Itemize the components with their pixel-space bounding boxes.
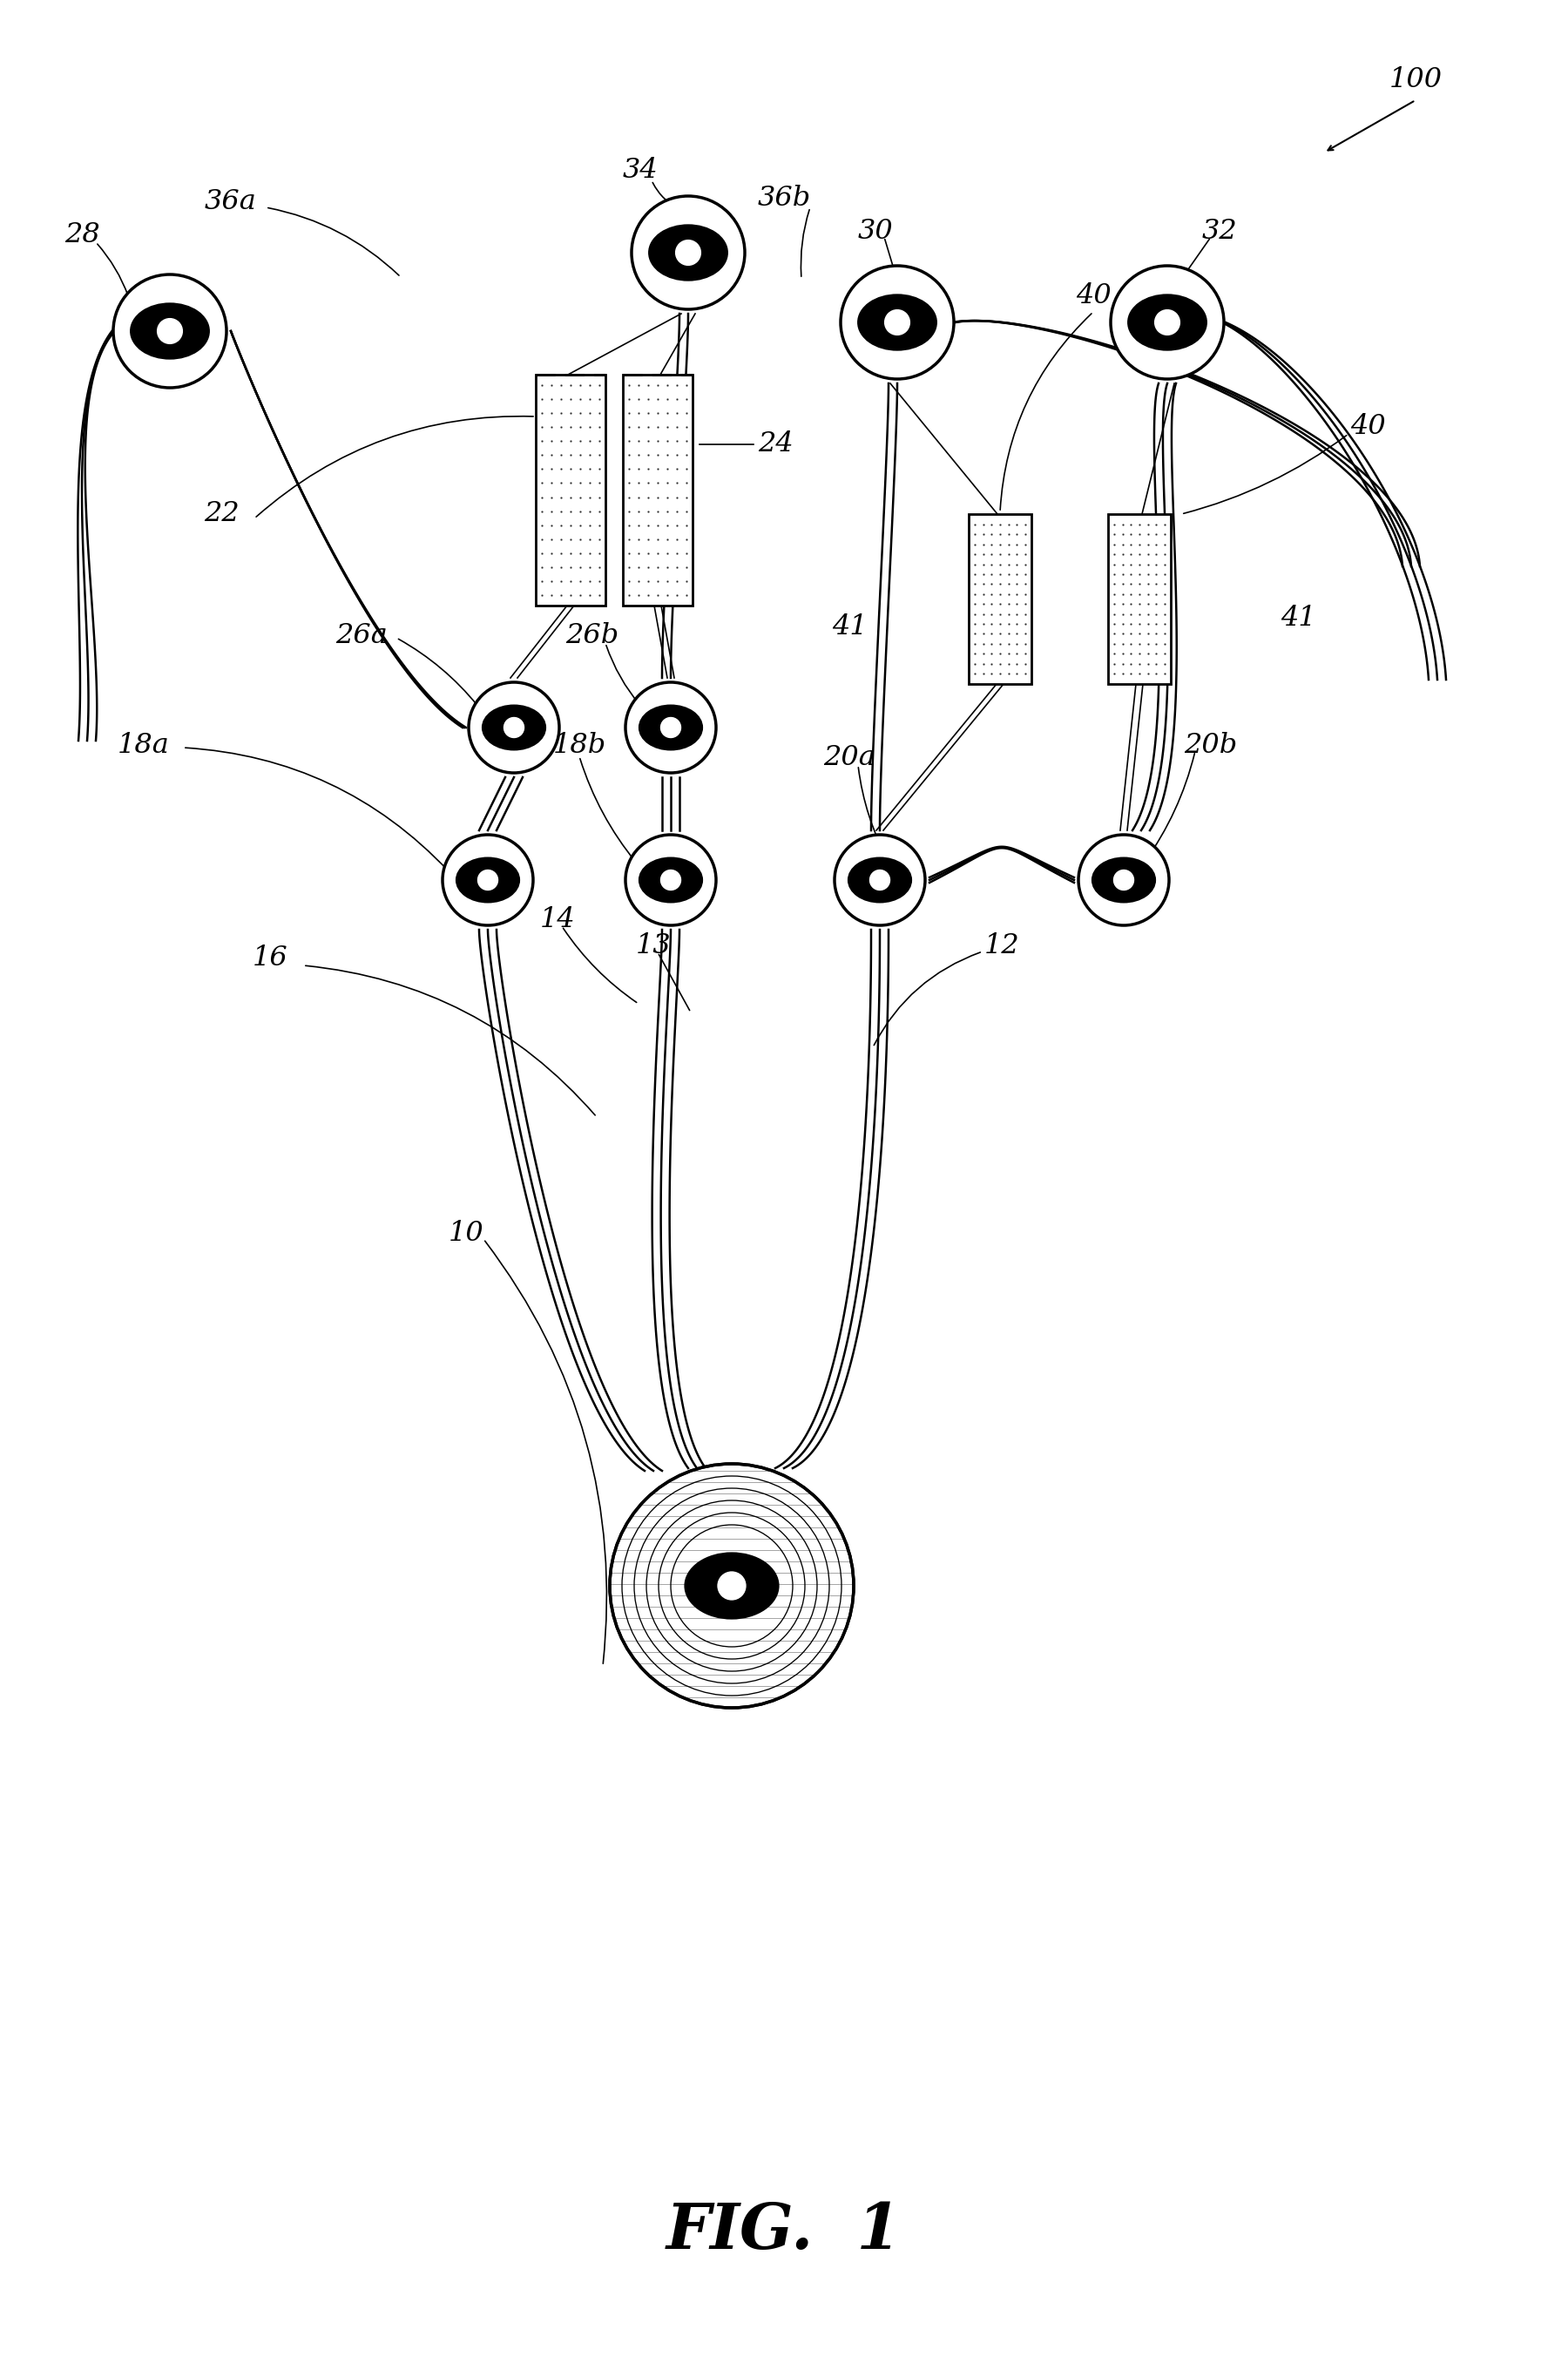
Ellipse shape xyxy=(503,718,524,737)
Circle shape xyxy=(840,265,953,379)
Circle shape xyxy=(1110,265,1225,379)
Circle shape xyxy=(469,683,560,773)
Ellipse shape xyxy=(660,718,681,737)
Ellipse shape xyxy=(870,870,889,891)
Text: 40: 40 xyxy=(1350,412,1386,441)
Text: 14: 14 xyxy=(539,905,575,934)
Ellipse shape xyxy=(483,706,544,749)
Bar xyxy=(1109,514,1171,685)
Text: 26a: 26a xyxy=(336,623,387,649)
Text: 41: 41 xyxy=(1279,604,1316,633)
Text: 13: 13 xyxy=(635,931,671,960)
Text: 36a: 36a xyxy=(205,190,257,216)
Text: 40: 40 xyxy=(1076,282,1112,310)
Text: 18b: 18b xyxy=(552,732,605,758)
Bar xyxy=(536,374,605,607)
Ellipse shape xyxy=(1154,310,1179,334)
Text: 18a: 18a xyxy=(118,732,169,758)
Text: 10: 10 xyxy=(448,1221,485,1247)
Ellipse shape xyxy=(1129,296,1206,348)
Ellipse shape xyxy=(859,296,936,348)
Ellipse shape xyxy=(1113,870,1134,891)
Ellipse shape xyxy=(157,318,182,344)
Ellipse shape xyxy=(848,858,911,901)
Text: 22: 22 xyxy=(204,500,240,529)
Ellipse shape xyxy=(660,870,681,891)
Bar xyxy=(622,374,693,607)
Bar xyxy=(969,514,1032,685)
Circle shape xyxy=(626,834,717,924)
Ellipse shape xyxy=(676,239,701,265)
Text: 100: 100 xyxy=(1389,66,1443,95)
Ellipse shape xyxy=(456,858,519,901)
Text: 30: 30 xyxy=(858,218,894,244)
Ellipse shape xyxy=(1093,858,1154,901)
Text: 36b: 36b xyxy=(757,185,811,213)
Text: 12: 12 xyxy=(985,931,1019,960)
Text: 24: 24 xyxy=(757,431,793,457)
Text: 16: 16 xyxy=(252,946,289,972)
Ellipse shape xyxy=(640,858,701,901)
Circle shape xyxy=(632,197,745,310)
Circle shape xyxy=(834,834,925,924)
Circle shape xyxy=(610,1465,853,1709)
Circle shape xyxy=(626,683,717,773)
Ellipse shape xyxy=(478,870,497,891)
Circle shape xyxy=(442,834,533,924)
Circle shape xyxy=(113,275,226,389)
Text: 28: 28 xyxy=(64,223,100,249)
Ellipse shape xyxy=(884,310,909,334)
Ellipse shape xyxy=(718,1571,746,1600)
Ellipse shape xyxy=(649,225,726,280)
Text: 20a: 20a xyxy=(823,744,875,773)
Text: 34: 34 xyxy=(622,156,659,182)
Ellipse shape xyxy=(685,1552,778,1619)
Text: 41: 41 xyxy=(831,614,867,640)
Text: FIG.  1: FIG. 1 xyxy=(666,2199,902,2261)
Ellipse shape xyxy=(132,303,209,358)
Text: 26b: 26b xyxy=(566,623,619,649)
Ellipse shape xyxy=(640,706,701,749)
Text: 20b: 20b xyxy=(1184,732,1237,758)
Text: 32: 32 xyxy=(1201,218,1237,244)
Circle shape xyxy=(1079,834,1170,924)
